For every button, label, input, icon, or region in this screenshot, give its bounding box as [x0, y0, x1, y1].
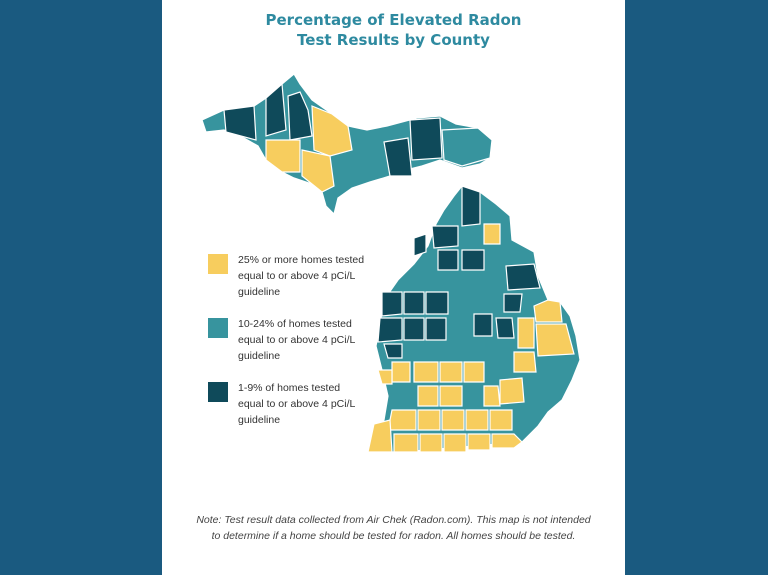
lp-county-high-7 [391, 361, 411, 383]
lp-county-high-6 [499, 377, 525, 405]
lp-county-low-6 [505, 263, 541, 291]
up-county-low-1 [223, 105, 257, 141]
lp-county-low-15 [473, 313, 493, 337]
lp-county-high-22 [443, 433, 467, 453]
lp-county-high-17 [465, 409, 489, 431]
lp-county-low-7 [503, 293, 523, 313]
lp-county-low-5 [461, 249, 485, 271]
lp-county-low-13 [425, 317, 447, 341]
lp-county-high-11 [417, 385, 439, 407]
legend-swatch-mid [208, 318, 228, 338]
lp-county-high-10 [463, 361, 485, 383]
lp-county-high-8 [413, 361, 439, 383]
lp-county-high-3 [517, 317, 535, 349]
map-note: Note: Test result data collected from Ai… [196, 514, 591, 542]
lp-county-high-21 [419, 433, 443, 453]
lp-county-high-24 [491, 433, 523, 449]
lp-county-high-19 [367, 419, 393, 453]
legend-swatch-low [208, 382, 228, 402]
lp-county-low-16 [495, 317, 515, 339]
up-county-low-4 [383, 137, 413, 177]
up-county-high-3 [301, 149, 335, 193]
lp-county-low-9 [403, 291, 425, 315]
lp-county-high-25 [377, 369, 393, 385]
lp-county-high-14 [387, 409, 417, 431]
lp-county-low-2 [413, 233, 427, 257]
lp-county-low-14 [383, 343, 403, 359]
lp-county-high-20 [393, 433, 419, 453]
michigan-county-map [201, 73, 581, 453]
lp-county-high-2 [533, 299, 563, 323]
lp-county-low-10 [425, 291, 449, 315]
lp-county-high-16 [441, 409, 465, 431]
up-county-low-3 [287, 91, 313, 141]
legend-label-high: 25% or more homes tested equal to or abo… [238, 254, 365, 298]
lp-county-high-1 [483, 223, 501, 245]
upper-peninsula [201, 73, 493, 216]
lp-county-high-13 [483, 385, 501, 407]
lp-county-low-3 [431, 225, 459, 249]
lp-county-high-4 [535, 323, 575, 357]
up-county-low-5 [409, 117, 443, 161]
title-line-2: Test Results by County [297, 31, 490, 49]
lp-county-low-12 [403, 317, 425, 341]
lp-county-high-9 [439, 361, 463, 383]
lp-county-low-1 [461, 185, 481, 227]
up-county-high-2 [311, 105, 353, 157]
lp-county-high-12 [439, 385, 463, 407]
up-county-low-2 [265, 82, 287, 137]
up-county-mid-1 [441, 127, 493, 167]
lower-peninsula [367, 185, 581, 453]
lp-county-high-5 [513, 351, 537, 373]
lp-county-high-18 [489, 409, 513, 431]
legend-swatch-high [208, 254, 228, 274]
lp-county-high-23 [467, 433, 491, 451]
title-line-1: Percentage of Elevated Radon [265, 11, 522, 29]
legend-label-low: 1-9% of homes tested equal to or above 4… [238, 382, 355, 426]
lp-county-low-4 [437, 249, 459, 271]
content-panel: Percentage of Elevated Radon Test Result… [162, 0, 625, 575]
lp-county-high-15 [417, 409, 441, 431]
legend-label-mid: 10-24% of homes tested equal to or above… [238, 318, 355, 362]
lp-county-low-11 [377, 317, 403, 343]
lp-county-low-8 [381, 291, 403, 317]
up-county-high-1 [265, 139, 301, 173]
map-title: Percentage of Elevated Radon Test Result… [162, 10, 625, 50]
